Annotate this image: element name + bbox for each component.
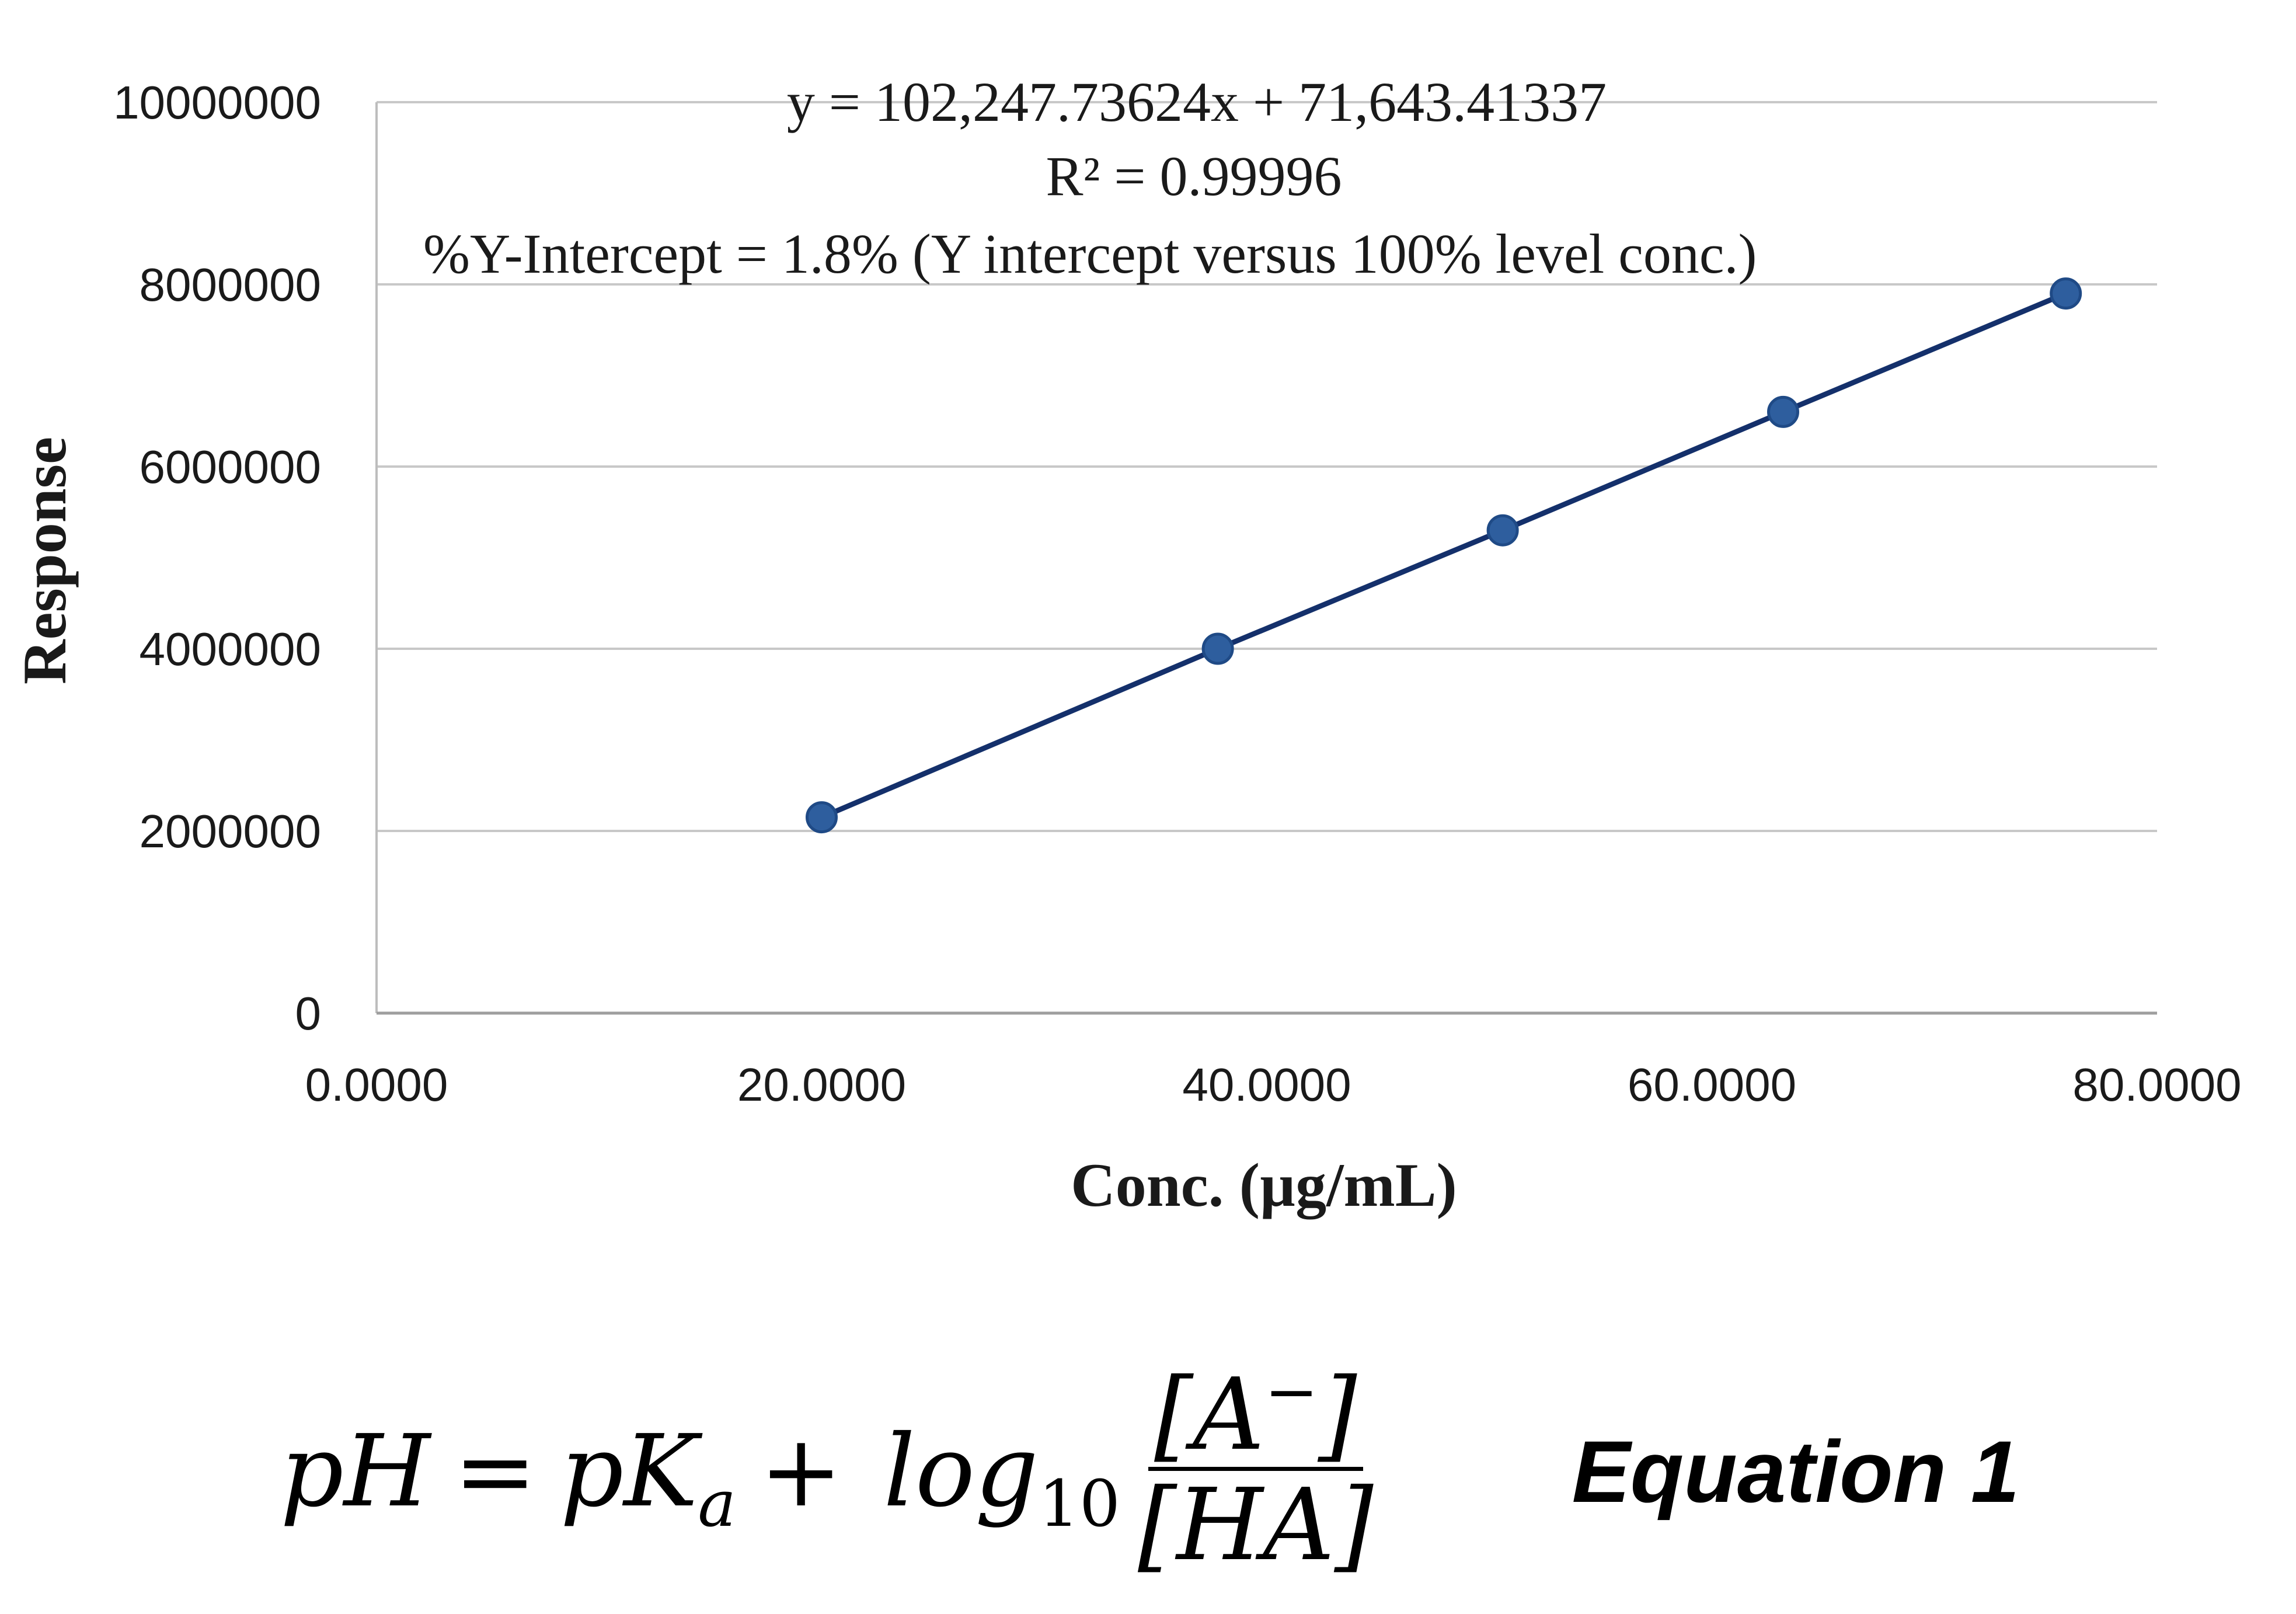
numerator-close: ]: [1318, 1356, 1357, 1473]
numerator-open: [A: [1154, 1356, 1265, 1473]
equation-numerator: [A−]: [1148, 1358, 1363, 1472]
x-tick-label: 0.0000: [305, 1059, 448, 1111]
x-tick-label: 20.0000: [737, 1059, 906, 1111]
equation-lhs: pH: [280, 1414, 431, 1529]
equation-log-subscript: 10: [1038, 1466, 1120, 1541]
x-tick-label: 40.0000: [1182, 1059, 1351, 1111]
x-tick-label: 60.0000: [1628, 1059, 1796, 1111]
equation-pka-base: pK: [560, 1414, 698, 1529]
y-tick-label: 0: [295, 987, 322, 1039]
equation-pka-subscript: a: [698, 1466, 736, 1541]
y-tick-label: 4000000: [140, 623, 321, 675]
calibration-chart: 0 2000000 4000000 6000000 8000000 10000000 0.…: [11, 71, 2242, 1219]
gridlines: [377, 101, 2157, 832]
y-tick-label: 10000000: [113, 76, 321, 128]
equation-log-base: log: [883, 1414, 1039, 1529]
y-axis-title: Response: [11, 437, 79, 684]
data-point: [1486, 514, 1519, 547]
y-intercept-annotation: %Y-Intercept = 1.8% (Y intercept versus …: [423, 222, 1757, 285]
data-point: [2050, 277, 2082, 310]
equation-equals: =: [454, 1414, 537, 1529]
y-tick-label: 8000000: [140, 259, 321, 311]
x-tick-labels: 0.0000 20.0000 40.0000 60.0000 80.0000: [305, 1059, 2242, 1111]
regression-equation: y = 102,247.73624x + 71,643.41337: [787, 71, 1607, 133]
r-squared-annotation: R² = 0.99996: [1046, 145, 1342, 207]
equation-fraction: [A−] [HA]: [1132, 1358, 1379, 1584]
series-line: [820, 291, 2067, 820]
data-point: [1201, 632, 1234, 665]
data-points: [806, 277, 2082, 834]
equation-math: pH = pK a + log 10 [A−] [HA]: [280, 1358, 1379, 1584]
data-point: [806, 801, 838, 834]
y-tick-label: 2000000: [140, 805, 321, 857]
x-tick-label: 80.0000: [2072, 1059, 2241, 1111]
x-axis-title: Conc. (µg/mL): [1071, 1151, 1457, 1219]
numerator-superscript: −: [1264, 1354, 1319, 1429]
series-line-layer: [820, 291, 2067, 820]
data-point: [1767, 395, 1799, 428]
henderson-hasselbalch-equation: pH = pK a + log 10 [A−] [HA] Equation 1: [280, 1343, 2032, 1600]
equation-plus: +: [759, 1414, 843, 1529]
equation-denominator: [HA]: [1137, 1467, 1374, 1584]
y-tick-labels: 0 2000000 4000000 6000000 8000000 10000000: [113, 76, 321, 1039]
y-tick-label: 6000000: [140, 441, 321, 493]
axes: [375, 102, 2157, 1015]
equation-label: Equation 1: [1572, 1422, 2020, 1521]
